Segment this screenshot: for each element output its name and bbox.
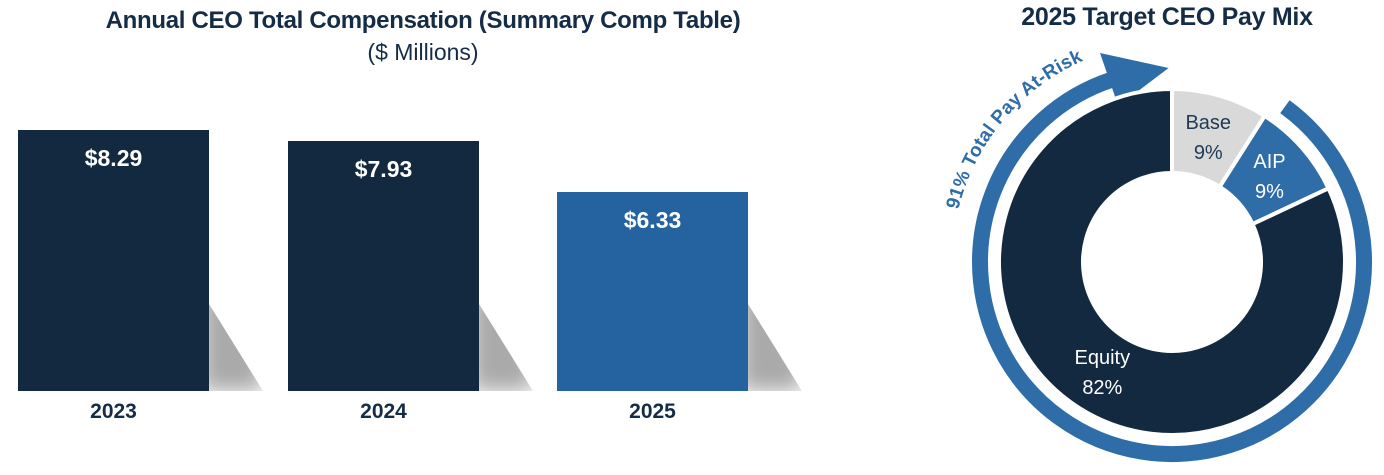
bar-2025: $6.33 xyxy=(557,192,748,391)
bar-value-label: $7.93 xyxy=(354,156,413,182)
bar-value-label: $8.29 xyxy=(84,145,143,171)
segment-label-aip: AIP 9% xyxy=(1253,151,1285,203)
bar-shadow xyxy=(471,291,533,391)
risk-arrow-head-icon xyxy=(1100,53,1169,106)
bar-chart-header: Annual CEO Total Compensation (Summary C… xyxy=(46,6,800,66)
segment-label-equity: Equity 82% xyxy=(1075,347,1131,399)
bar-value-label: $6.33 xyxy=(623,207,682,233)
donut-chart-title: 2025 Target CEO Pay Mix xyxy=(1021,3,1313,31)
bar-chart-section: Annual CEO Total Compensation (Summary C… xyxy=(18,6,802,423)
donut-segment-equity xyxy=(997,87,1347,437)
donut-chart-section: 2025 Target CEO Pay Mix Base 9% AIP 9% Equit… xyxy=(940,0,1384,475)
bar-2024: $7.93 xyxy=(288,141,479,391)
category-label-2025: 2025 xyxy=(629,400,676,423)
bar-plot-area: $8.29 2023 $7.93 2024 $6.33 2025 xyxy=(18,130,802,423)
category-label-2023: 2023 xyxy=(90,400,137,423)
bar-chart-title: Annual CEO Total Compensation (Summary C… xyxy=(105,7,741,34)
bar-shadow xyxy=(740,291,802,391)
bar-shadow xyxy=(201,291,263,391)
risk-arrow-arc xyxy=(972,71,1372,463)
donut-chart: Base 9% AIP 9%Equity 82% 91% Total Pay At-Ri… xyxy=(943,46,1372,463)
bar-2023: $8.29 xyxy=(18,130,209,391)
bar-chart-subtitle: ($ Millions) xyxy=(367,39,479,65)
category-label-2024: 2024 xyxy=(360,400,407,423)
donut-segments: Base 9% AIP 9% Equity 82% xyxy=(997,87,1347,437)
segment-label-base: Base 9% xyxy=(1185,112,1231,164)
